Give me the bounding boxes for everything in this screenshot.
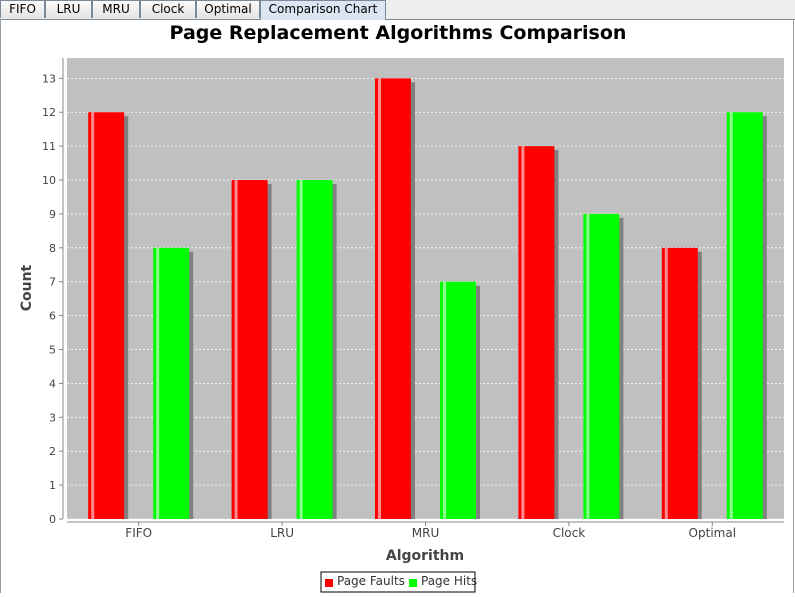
tab-lru[interactable]: LRU <box>45 0 92 18</box>
y-axis-label: Count <box>19 264 35 311</box>
y-tick-label: 13 <box>42 72 56 85</box>
y-tick-label: 1 <box>49 479 56 492</box>
bar-highlight <box>586 213 590 520</box>
tab-bar-baseline <box>0 19 795 20</box>
tab-fifo[interactable]: FIFO <box>0 0 45 18</box>
bar-highlight <box>443 281 446 519</box>
x-tick-label: Clock <box>553 526 586 540</box>
y-tick-label: 5 <box>49 344 56 357</box>
y-tick-label: 3 <box>49 411 56 424</box>
y-tick-label: 4 <box>49 377 56 390</box>
y-tick-label: 10 <box>42 174 56 187</box>
bar-page-hits-fifo <box>153 247 194 519</box>
bar-highlight <box>378 78 381 520</box>
x-tick-label: Optimal <box>689 526 736 540</box>
tab-clock-label: Clock <box>151 2 185 16</box>
bar-page-hits-mru <box>440 281 480 519</box>
legend-swatch <box>325 579 333 587</box>
x-tick-label: LRU <box>270 526 294 540</box>
tab-comparison-chart[interactable]: Comparison Chart <box>260 0 386 20</box>
y-tick-label: 12 <box>42 106 56 119</box>
bars <box>88 78 767 520</box>
bar-page-faults-fifo <box>88 112 129 519</box>
bar-page-hits-clock <box>583 213 624 520</box>
x-tick-label: MRU <box>412 526 439 540</box>
y-tick-label: 0 <box>49 513 56 526</box>
y-tick-label: 2 <box>49 445 56 458</box>
bar-page-faults-clock <box>518 146 559 519</box>
comparison-chart: Page Replacement Algorithms Comparison 0… <box>19 22 784 593</box>
bar-page-hits-optimal <box>726 112 767 519</box>
chart-panel: Page Replacement Algorithms Comparison 0… <box>0 20 794 593</box>
bar-highlight <box>234 180 238 519</box>
tab-lru-label: LRU <box>56 2 81 16</box>
bar-page-faults-lru <box>231 180 272 519</box>
x-axis-label: Algorithm <box>386 548 464 564</box>
legend-entry: Page Hits <box>421 574 477 588</box>
bar-highlight <box>521 146 525 519</box>
bar-highlight <box>299 180 303 519</box>
bar-page-faults-optimal <box>661 247 702 519</box>
tab-comparison-chart-label: Comparison Chart <box>268 2 378 16</box>
legend-swatch <box>409 579 417 587</box>
bar-highlight <box>156 247 160 519</box>
tab-clock[interactable]: Clock <box>140 0 196 18</box>
tab-fifo-label: FIFO <box>9 2 36 16</box>
bar-highlight <box>91 112 95 519</box>
tab-optimal[interactable]: Optimal <box>196 0 260 18</box>
y-tick-label: 8 <box>49 242 56 255</box>
y-tick-label: 6 <box>49 310 56 323</box>
y-tick-label: 9 <box>49 208 56 221</box>
chart-title: Page Replacement Algorithms Comparison <box>170 22 627 44</box>
bar-page-faults-mru <box>375 78 415 520</box>
tab-bar: FIFO LRU MRU Clock Optimal Comparison Ch… <box>0 0 795 20</box>
x-axis: FIFO LRU MRU Clock Optimal <box>67 521 784 540</box>
y-tick-label: 7 <box>49 276 56 289</box>
bar-page-hits-lru <box>296 180 337 519</box>
legend-entry: Page Faults <box>337 574 405 588</box>
bar-highlight <box>729 112 733 519</box>
y-tick-label: 11 <box>42 140 56 153</box>
legend-box <box>320 571 476 593</box>
tab-mru-label: MRU <box>102 2 130 16</box>
bar-highlight <box>664 247 668 519</box>
tab-optimal-label: Optimal <box>204 2 252 16</box>
tab-mru[interactable]: MRU <box>92 0 140 18</box>
legend: Page Faults Page Hits <box>320 571 477 593</box>
x-tick-label: FIFO <box>125 526 152 540</box>
